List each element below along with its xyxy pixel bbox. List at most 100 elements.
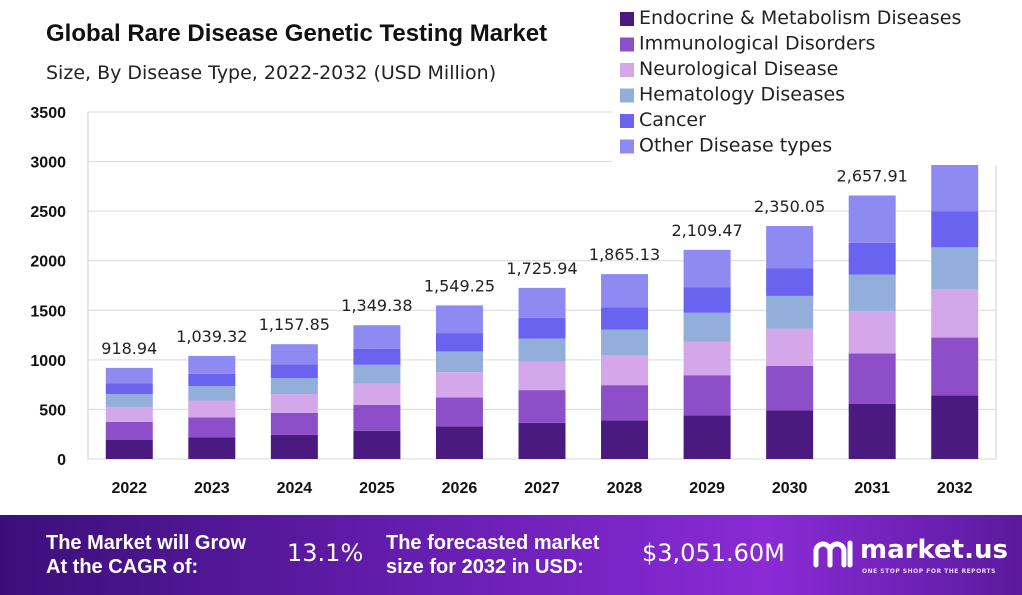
bar-segment-2029-series-1 — [683, 375, 731, 416]
y-tick-label: 0 — [57, 452, 66, 469]
bar-segment-2023-series-5 — [188, 355, 236, 374]
x-tick-label: 2029 — [689, 480, 725, 497]
forecast-label-line2: size for 2032 in USD: — [386, 556, 584, 578]
forecast-label-line1: The forecasted market — [386, 532, 600, 554]
bar-segment-2024-series-5 — [270, 344, 318, 365]
total-data-label: 918.94 — [101, 339, 157, 358]
bar-segment-2032-series-1 — [931, 337, 979, 396]
brand-logo: market.us ONE STOP SHOP FOR THE REPORTS — [812, 535, 1012, 579]
bar-segment-2023-series-3 — [188, 386, 236, 401]
legend-label-3: Hematology Diseases — [639, 84, 845, 106]
total-data-label: 2,657.91 — [837, 166, 908, 185]
bar-segment-2026-series-5 — [435, 305, 483, 334]
chart-subtitle: Size, By Disease Type, 2022-2032 (USD Mi… — [46, 62, 497, 84]
summary-banner: The Market will Grow At the CAGR of: 13.… — [0, 515, 1022, 595]
bar-segment-2024-series-2 — [270, 394, 318, 413]
legend-swatch-1 — [620, 37, 634, 52]
bar-segment-2032-series-0 — [931, 395, 979, 459]
x-tick-label: 2024 — [277, 480, 313, 497]
bar-segment-2022-series-2 — [105, 406, 153, 422]
bar-segment-2026-series-1 — [435, 397, 483, 427]
bar-segment-2023-series-2 — [188, 400, 236, 418]
bar-segment-2024-series-0 — [270, 434, 318, 459]
forecast-label: The forecasted market size for 2032 in U… — [386, 531, 599, 579]
x-tick-label: 2025 — [359, 480, 395, 497]
total-data-label: 1,349.38 — [341, 296, 412, 315]
bar-segment-2030-series-0 — [766, 410, 814, 459]
bar-segment-2028-series-4 — [601, 307, 649, 330]
y-tick-label: 500 — [39, 402, 66, 419]
bar-segment-2032-series-2 — [931, 288, 979, 338]
bar-segment-2029-series-3 — [683, 312, 731, 342]
bar-segment-2027-series-5 — [518, 287, 566, 318]
x-tick-label: 2026 — [442, 480, 478, 497]
bar-segment-2026-series-2 — [435, 372, 483, 398]
total-data-label: 2,109.47 — [671, 221, 742, 240]
legend-swatch-2 — [620, 63, 634, 77]
bar-segment-2031-series-0 — [848, 403, 896, 459]
legend-label-1: Immunological Disorders — [639, 33, 875, 55]
cagr-label-line1: The Market will Grow — [46, 532, 247, 554]
bar-segment-2030-series-2 — [766, 328, 814, 366]
bar-segment-2022-series-3 — [105, 394, 153, 407]
bar-segment-2025-series-3 — [353, 364, 401, 384]
bar-segment-2028-series-3 — [601, 329, 649, 356]
x-tick-label: 2032 — [937, 480, 973, 497]
total-data-label: 1,725.94 — [506, 259, 577, 278]
bar-segment-2025-series-5 — [353, 325, 401, 349]
bar-segment-2026-series-0 — [435, 426, 483, 459]
y-tick-label: 3500 — [30, 105, 66, 122]
legend-swatch-0 — [620, 12, 634, 26]
bar-segment-2027-series-3 — [518, 338, 566, 362]
y-tick-label: 1500 — [30, 303, 66, 320]
bar-segment-2022-series-4 — [105, 383, 153, 395]
x-tick-label: 2027 — [524, 480, 560, 497]
brand-name: market.us — [860, 535, 1008, 565]
bar-segment-2022-series-0 — [105, 439, 153, 459]
x-tick-label: 2031 — [854, 480, 890, 497]
total-data-label: 1,157.85 — [259, 315, 330, 334]
bar-segment-2026-series-3 — [435, 351, 483, 373]
bar-segment-2025-series-4 — [353, 348, 401, 365]
y-tick-label: 3000 — [30, 155, 66, 172]
bar-segment-2028-series-2 — [601, 355, 649, 386]
total-data-label: 1,039.32 — [176, 327, 247, 346]
bar-segment-2030-series-1 — [766, 365, 814, 411]
bar-segment-2025-series-2 — [353, 383, 401, 405]
cagr-label-line2: At the CAGR of: — [46, 556, 199, 578]
bar-segment-2022-series-5 — [105, 367, 153, 384]
legend-label-5: Other Disease types — [639, 135, 832, 157]
total-data-label: 2,350.05 — [754, 197, 825, 216]
cagr-label: The Market will Grow At the CAGR of: — [46, 531, 246, 579]
bar-segment-2023-series-1 — [188, 417, 236, 438]
bar-segment-2028-series-1 — [601, 385, 649, 421]
bar-segment-2031-series-4 — [848, 242, 896, 275]
bar-segment-2027-series-1 — [518, 390, 566, 423]
x-tick-label: 2028 — [607, 480, 643, 497]
bar-segment-2022-series-1 — [105, 421, 153, 440]
bar-segment-2030-series-5 — [766, 226, 814, 269]
bar-segment-2025-series-1 — [353, 404, 401, 431]
bar-segment-2023-series-4 — [188, 373, 236, 387]
bar-segment-2029-series-5 — [683, 249, 731, 288]
bar-segment-2026-series-4 — [435, 333, 483, 352]
y-tick-label: 2500 — [30, 204, 66, 221]
market-us-logo-icon — [813, 540, 853, 568]
x-tick-label: 2030 — [772, 480, 808, 497]
bar-segment-2023-series-0 — [188, 437, 236, 459]
bar-segment-2027-series-4 — [518, 317, 566, 339]
legend-swatch-3 — [620, 88, 634, 103]
bar-segment-2024-series-4 — [270, 364, 318, 379]
bar-segment-2025-series-0 — [353, 430, 401, 459]
bar-segment-2032-series-5 — [931, 156, 979, 212]
legend-label-0: Endocrine & Metabolism Diseases — [639, 7, 961, 29]
stacked-bar-chart: 0 500 1000 1500 2000 2500 3000 3500 918.94 2022 1,… — [30, 7, 997, 497]
bar-segment-2024-series-1 — [270, 412, 318, 435]
bar-segment-2027-series-2 — [518, 361, 566, 391]
bar-segment-2031-series-2 — [848, 311, 896, 354]
bar-segment-2032-series-3 — [931, 247, 979, 289]
bar-segment-2028-series-0 — [601, 420, 649, 459]
cagr-value: 13.1% — [287, 539, 364, 567]
x-tick-label: 2022 — [111, 480, 147, 497]
bar-segment-2029-series-4 — [683, 287, 731, 313]
